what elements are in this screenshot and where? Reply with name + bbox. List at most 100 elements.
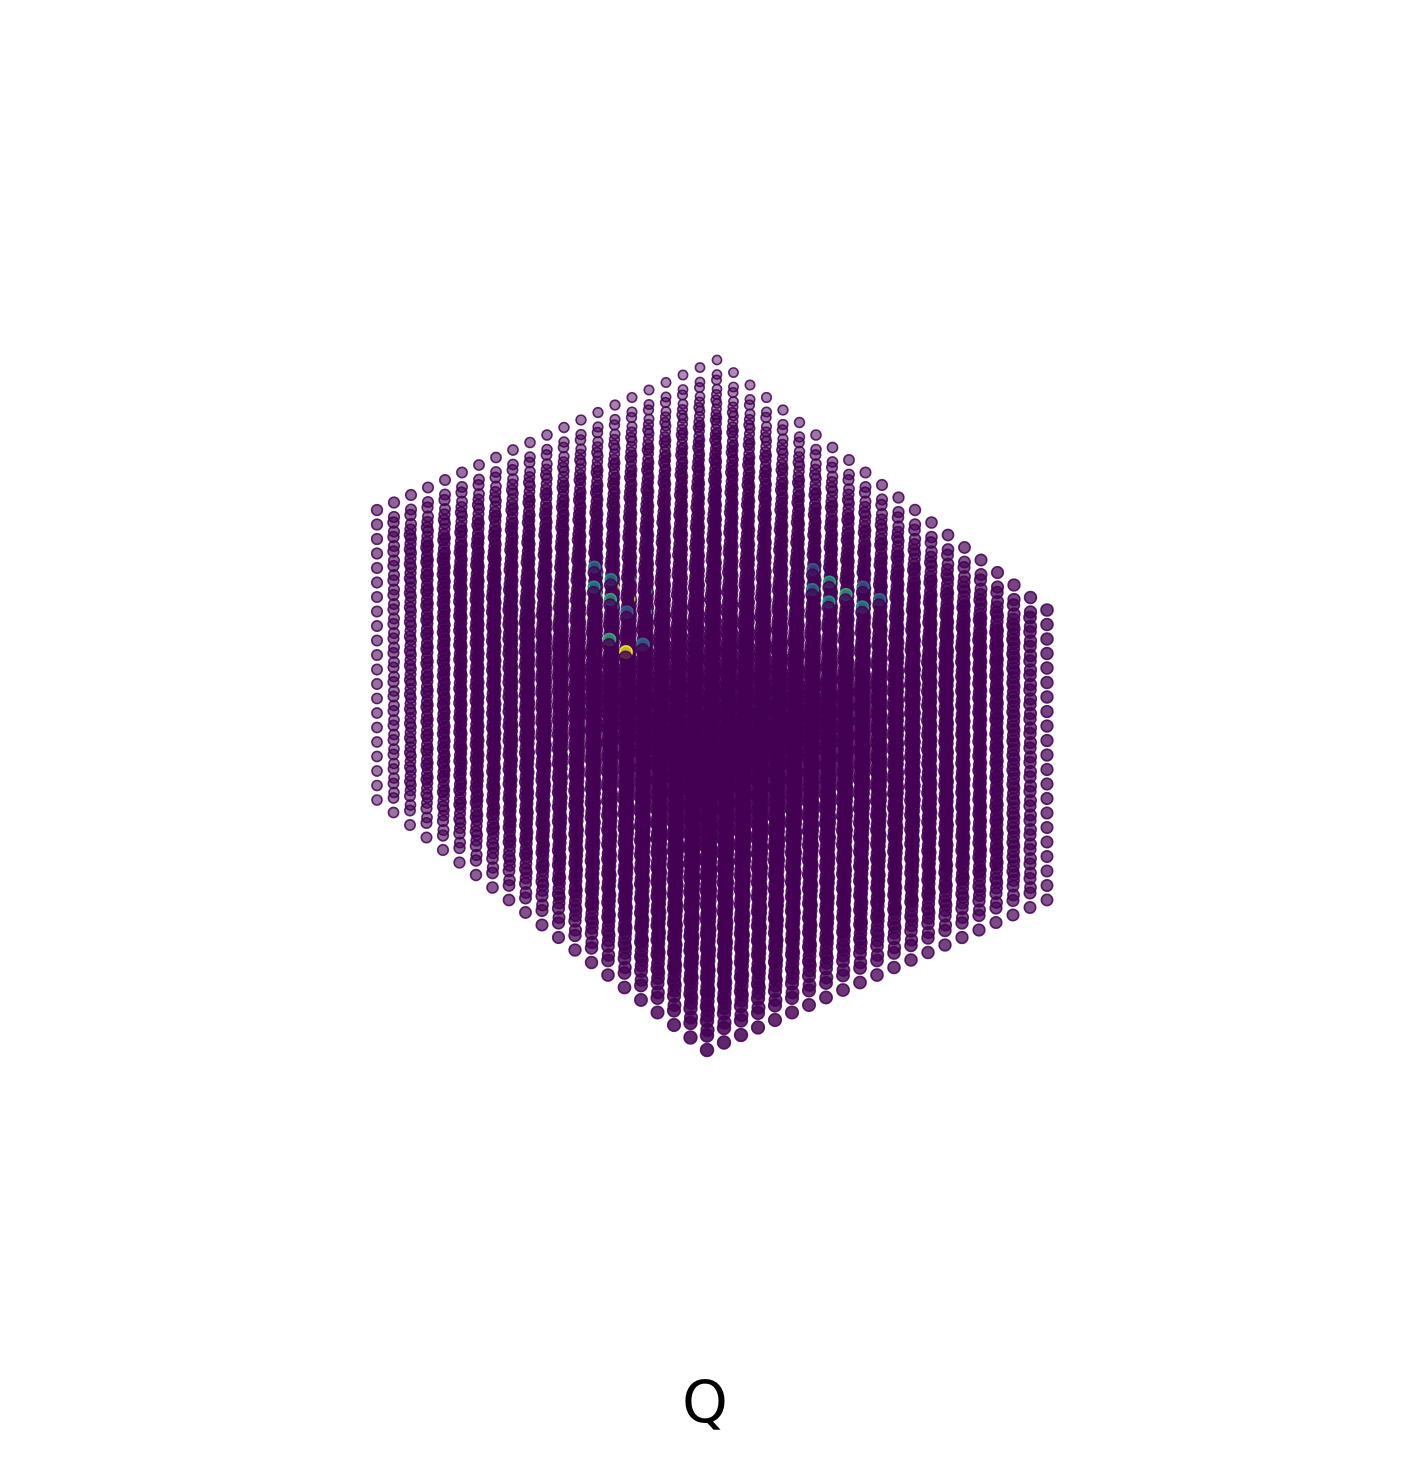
data-point bbox=[606, 478, 620, 492]
data-point bbox=[775, 464, 788, 476]
data-point bbox=[793, 416, 806, 429]
data-point bbox=[740, 498, 754, 512]
data-point bbox=[625, 411, 638, 424]
data-point bbox=[875, 498, 888, 512]
data-point bbox=[723, 506, 737, 519]
data-point bbox=[858, 486, 872, 499]
data-point bbox=[420, 816, 433, 830]
data-point bbox=[469, 796, 483, 809]
data-point bbox=[420, 831, 433, 844]
data-point bbox=[404, 819, 416, 831]
data-point bbox=[371, 750, 383, 763]
data-point bbox=[420, 715, 433, 728]
data-point bbox=[690, 501, 703, 514]
data-point bbox=[640, 483, 653, 497]
data-point bbox=[403, 702, 417, 716]
data-point bbox=[589, 506, 602, 519]
data-point bbox=[387, 734, 400, 746]
data-point bbox=[469, 781, 483, 795]
data-point bbox=[387, 806, 400, 819]
data-point bbox=[773, 523, 787, 537]
data-point bbox=[370, 590, 384, 604]
data-point bbox=[387, 661, 400, 674]
data-point bbox=[643, 384, 655, 396]
data-point bbox=[436, 742, 450, 755]
data-point bbox=[824, 501, 838, 514]
data-point bbox=[420, 570, 433, 583]
data-point bbox=[387, 792, 400, 804]
data-point bbox=[453, 769, 466, 782]
data-point bbox=[438, 493, 451, 507]
data-point bbox=[808, 488, 821, 502]
data-point bbox=[453, 754, 466, 768]
data-point bbox=[371, 707, 383, 719]
data-point bbox=[574, 454, 586, 466]
data-point bbox=[437, 513, 451, 527]
data-point bbox=[453, 725, 466, 739]
data-point bbox=[674, 468, 687, 481]
data-point bbox=[506, 464, 519, 476]
data-point bbox=[436, 698, 450, 712]
data-point bbox=[692, 421, 705, 434]
data-point bbox=[420, 657, 433, 670]
data-point bbox=[387, 675, 400, 689]
data-point bbox=[744, 379, 756, 391]
data-point bbox=[692, 441, 704, 454]
data-point bbox=[625, 431, 637, 444]
data-point bbox=[469, 767, 483, 780]
data-point bbox=[387, 603, 400, 616]
data-point bbox=[454, 506, 468, 519]
data-point bbox=[642, 424, 654, 436]
data-point bbox=[725, 466, 737, 479]
data-point bbox=[728, 367, 739, 378]
data-point bbox=[790, 516, 804, 529]
data-point bbox=[387, 690, 400, 703]
data-point bbox=[404, 508, 417, 522]
data-point bbox=[420, 686, 433, 699]
data-point bbox=[673, 508, 686, 522]
data-point bbox=[387, 545, 400, 558]
data-point bbox=[824, 521, 837, 534]
data-point bbox=[420, 613, 433, 627]
data-point bbox=[558, 421, 570, 434]
data-point bbox=[857, 526, 871, 539]
data-point bbox=[658, 456, 670, 469]
data-point bbox=[808, 468, 822, 482]
data-point bbox=[759, 431, 772, 444]
data-point bbox=[760, 391, 773, 404]
data-point bbox=[472, 478, 485, 492]
data-point bbox=[420, 773, 433, 786]
data-point bbox=[403, 717, 417, 730]
data-point bbox=[469, 825, 483, 838]
data-point bbox=[711, 374, 722, 386]
data-point bbox=[486, 866, 499, 880]
data-point bbox=[403, 673, 417, 687]
data-point bbox=[676, 409, 688, 421]
data-point bbox=[404, 804, 416, 817]
data-point bbox=[591, 426, 604, 439]
data-point bbox=[841, 493, 855, 507]
data-point bbox=[387, 496, 401, 509]
data-point bbox=[453, 856, 466, 869]
data-point bbox=[793, 436, 805, 449]
data-point bbox=[757, 511, 770, 524]
data-point bbox=[505, 503, 518, 517]
data-point bbox=[522, 496, 535, 509]
data-point bbox=[403, 760, 417, 774]
data-point bbox=[453, 696, 466, 710]
data-point bbox=[623, 471, 637, 484]
data-point bbox=[608, 419, 621, 431]
data-point bbox=[371, 736, 383, 748]
data-point bbox=[875, 478, 889, 492]
data-point bbox=[420, 599, 433, 612]
data-point bbox=[436, 785, 450, 799]
data-point bbox=[607, 459, 620, 471]
data-point bbox=[609, 399, 621, 411]
data-point bbox=[436, 829, 450, 842]
data-point bbox=[486, 837, 499, 851]
data-point bbox=[622, 511, 636, 524]
data-point bbox=[557, 441, 570, 454]
data-point bbox=[371, 678, 383, 690]
data-point bbox=[777, 404, 789, 416]
data-point bbox=[874, 518, 888, 532]
